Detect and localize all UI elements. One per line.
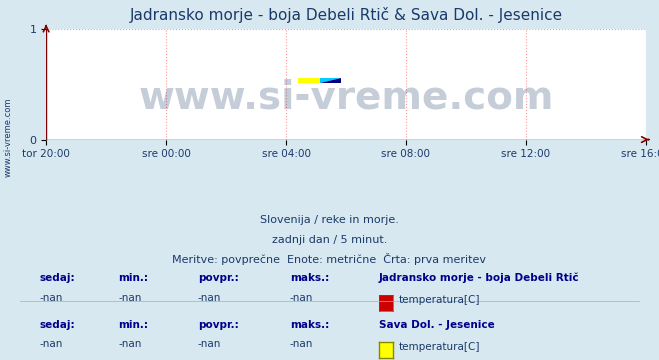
Text: -nan: -nan bbox=[198, 293, 221, 303]
Text: www.si-vreme.com: www.si-vreme.com bbox=[3, 97, 13, 176]
Polygon shape bbox=[320, 78, 341, 83]
Text: povpr.:: povpr.: bbox=[198, 320, 239, 330]
Text: Meritve: povprečne  Enote: metrične  Črta: prva meritev: Meritve: povprečne Enote: metrične Črta:… bbox=[173, 253, 486, 265]
Title: Jadransko morje - boja Debeli Rtič & Sava Dol. - Jesenice: Jadransko morje - boja Debeli Rtič & Sav… bbox=[129, 8, 563, 23]
Text: maks.:: maks.: bbox=[290, 273, 330, 283]
Text: Sava Dol. - Jesenice: Sava Dol. - Jesenice bbox=[379, 320, 495, 330]
Text: -nan: -nan bbox=[40, 339, 63, 350]
Text: min.:: min.: bbox=[119, 320, 149, 330]
Text: -nan: -nan bbox=[198, 339, 221, 350]
Polygon shape bbox=[320, 78, 341, 83]
Text: -nan: -nan bbox=[290, 339, 313, 350]
Text: temperatura[C]: temperatura[C] bbox=[399, 342, 480, 352]
Text: sedaj:: sedaj: bbox=[40, 320, 75, 330]
Text: -nan: -nan bbox=[290, 293, 313, 303]
FancyBboxPatch shape bbox=[298, 78, 320, 83]
Text: -nan: -nan bbox=[119, 339, 142, 350]
Text: maks.:: maks.: bbox=[290, 320, 330, 330]
Text: povpr.:: povpr.: bbox=[198, 273, 239, 283]
Text: -nan: -nan bbox=[119, 293, 142, 303]
Text: sedaj:: sedaj: bbox=[40, 273, 75, 283]
Text: Jadransko morje - boja Debeli Rtič: Jadransko morje - boja Debeli Rtič bbox=[379, 272, 579, 283]
Text: Slovenija / reke in morje.: Slovenija / reke in morje. bbox=[260, 215, 399, 225]
Text: -nan: -nan bbox=[40, 293, 63, 303]
Text: zadnji dan / 5 minut.: zadnji dan / 5 minut. bbox=[272, 235, 387, 245]
Text: temperatura[C]: temperatura[C] bbox=[399, 295, 480, 305]
Text: www.si-vreme.com: www.si-vreme.com bbox=[138, 78, 554, 117]
Text: min.:: min.: bbox=[119, 273, 149, 283]
